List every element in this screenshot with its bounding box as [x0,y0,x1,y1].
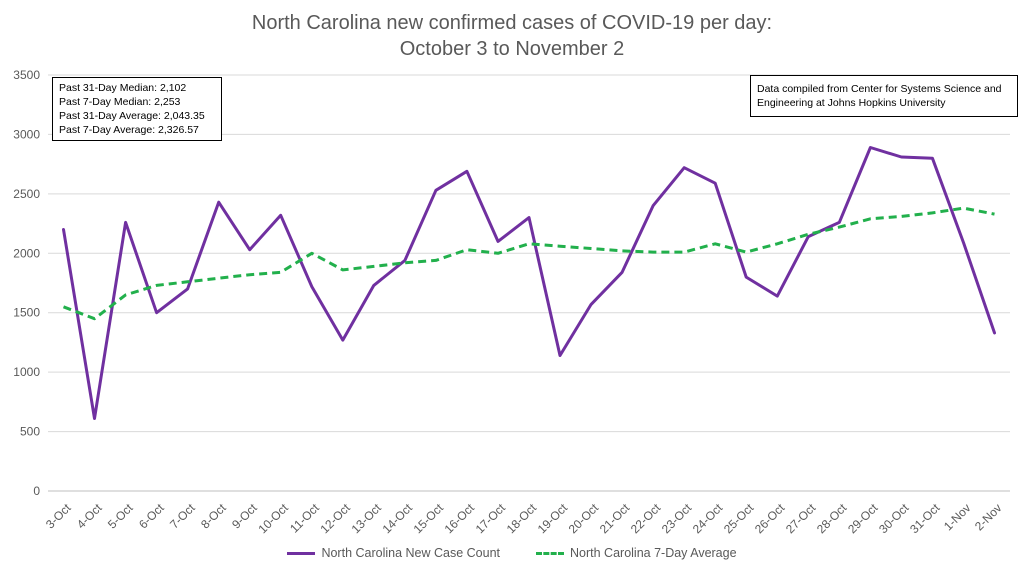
x-tick-label: 12-Oct [318,500,354,536]
x-tick-label: 3-Oct [43,500,74,531]
x-tick-label: 18-Oct [504,500,540,536]
x-tick-label: 6-Oct [136,500,167,531]
x-tick-label: 7-Oct [167,500,198,531]
source-note-line-1: Data compiled from Center for Systems Sc… [757,83,1002,95]
x-tick-label: 11-Oct [287,500,322,535]
x-tick-label: 30-Oct [876,500,912,536]
x-tick-label: 8-Oct [198,500,229,531]
x-tick-label: 13-Oct [349,500,385,536]
x-tick-label: 29-Oct [845,500,881,536]
stats-box: Past 31-Day Median: 2,102 Past 7-Day Med… [52,77,222,141]
chart-title: North Carolina new confirmed cases of CO… [251,12,773,34]
x-tick-label: 23-Oct [659,500,695,536]
y-tick-label: 500 [20,425,40,439]
series-line-7-day-average [62,206,995,321]
legend-label-7-day-average: North Carolina 7-Day Average [570,546,737,560]
y-tick-label: 3500 [13,68,40,82]
x-tick-label: 17-Oct [473,500,509,536]
x-tick-label: 10-Oct [255,500,291,536]
y-tick-label: 1000 [13,365,40,379]
stats-median-7: Past 7-Day Median: 2,253 [59,96,181,108]
legend-swatch-7-day-average [536,551,565,555]
x-tick-label: 27-Oct [783,500,819,536]
stats-average-7: Past 7-Day Average: 2,326.57 [59,124,199,136]
legend-item-7-day-average: North Carolina 7-Day Average [536,546,737,560]
x-tick-label: 31-Oct [907,500,943,536]
x-tick-label: 26-Oct [752,500,788,536]
x-tick-label: 2-Nov [972,501,1005,534]
x-tick-label: 28-Oct [814,500,850,536]
chart-subtitle: October 3 to November 2 [399,38,625,60]
y-tick-label: 3000 [13,127,40,141]
x-tick-label: 24-Oct [690,500,726,536]
x-tick-label: 1-Nov [941,501,974,534]
stats-average-31: Past 31-Day Average: 2,043.35 [59,110,205,122]
x-tick-label: 19-Oct [535,500,571,536]
x-tick-label: 22-Oct [628,500,664,536]
x-tick-label: 4-Oct [74,500,105,531]
chart-legend: North Carolina New Case Count North Caro… [0,546,1024,560]
series-line-new-cases [62,146,996,420]
source-note-box: Data compiled from Center for Systems Sc… [750,75,1018,117]
x-tick-label: 21-Oct [597,500,633,536]
y-tick-label: 1500 [13,306,40,320]
x-tick-label: 25-Oct [721,500,757,536]
x-tick-label: 14-Oct [380,500,416,536]
x-tick-label: 20-Oct [566,500,602,536]
source-note-line-2: Engineering at Johns Hopkins University [757,97,946,109]
x-tick-label: 15-Oct [411,500,447,536]
legend-label-new-cases: North Carolina New Case Count [321,546,501,560]
legend-item-new-cases: North Carolina New Case Count [287,546,500,560]
legend-swatch-new-cases [287,551,316,555]
stats-median-31: Past 31-Day Median: 2,102 [59,82,187,94]
x-tick-label: 5-Oct [105,500,136,531]
x-tick-label: 16-Oct [442,500,478,536]
y-tick-label: 0 [33,484,40,498]
y-tick-label: 2500 [13,187,40,201]
y-tick-label: 2000 [13,246,40,260]
